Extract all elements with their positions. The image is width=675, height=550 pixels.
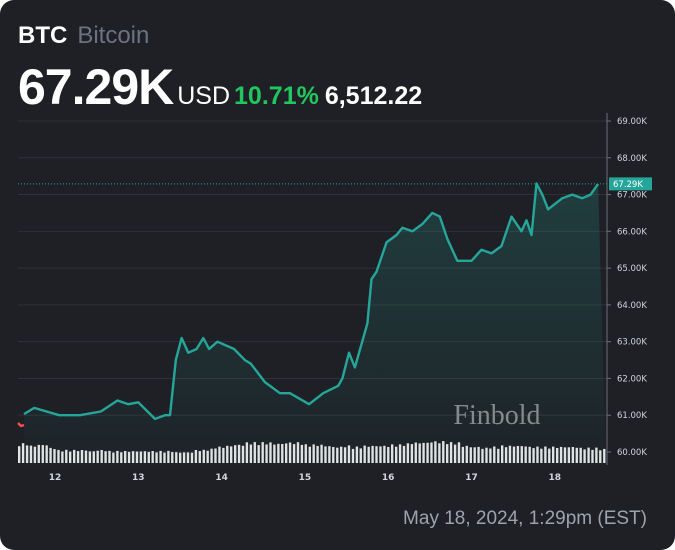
timestamp: May 18, 2024, 1:29pm (EST) xyxy=(403,508,647,529)
svg-text:13: 13 xyxy=(132,473,145,483)
svg-text:64.00K: 64.00K xyxy=(617,301,647,311)
svg-text:16: 16 xyxy=(382,473,395,483)
x-axis-ticks: 12 13 14 15 16 17 18 xyxy=(49,473,561,483)
svg-text:65.00K: 65.00K xyxy=(617,264,647,274)
svg-text:18: 18 xyxy=(549,473,562,483)
asset-name: Bitcoin xyxy=(77,22,150,49)
svg-text:68.00K: 68.00K xyxy=(617,154,647,164)
svg-text:14: 14 xyxy=(215,473,228,483)
svg-text:62.00K: 62.00K xyxy=(617,374,647,384)
asset-header: BTC Bitcoin xyxy=(18,22,149,50)
svg-text:61.00K: 61.00K xyxy=(617,411,647,421)
svg-text:67.00K: 67.00K xyxy=(617,191,647,201)
svg-text:63.00K: 63.00K xyxy=(617,338,647,348)
price-line xyxy=(23,182,600,421)
change-percent: 10.71% xyxy=(234,82,319,110)
svg-text:12: 12 xyxy=(49,473,62,483)
last-price-tag: 67.29K xyxy=(609,177,652,191)
svg-text:67.29K: 67.29K xyxy=(613,180,643,190)
price-line-start-red xyxy=(17,422,25,428)
asset-symbol: BTC xyxy=(18,22,68,49)
svg-text:60.00K: 60.00K xyxy=(617,448,647,458)
change-absolute: 6,512.22 xyxy=(324,82,423,110)
currency-label: USD xyxy=(177,82,231,110)
svg-text:15: 15 xyxy=(299,473,312,483)
svg-text:69.00K: 69.00K xyxy=(617,117,647,127)
svg-text:66.00K: 66.00K xyxy=(617,227,647,237)
y-axis-ticks: 69.00K 68.00K 67.00K 66.00K 65.00K 64.00K 63.0… xyxy=(607,117,647,458)
price-area xyxy=(24,183,606,465)
current-price: 67.29K xyxy=(18,59,174,115)
svg-text:17: 17 xyxy=(465,473,478,483)
quote-row: 67.29K USD 10.71% 6,512.22 xyxy=(18,58,422,116)
